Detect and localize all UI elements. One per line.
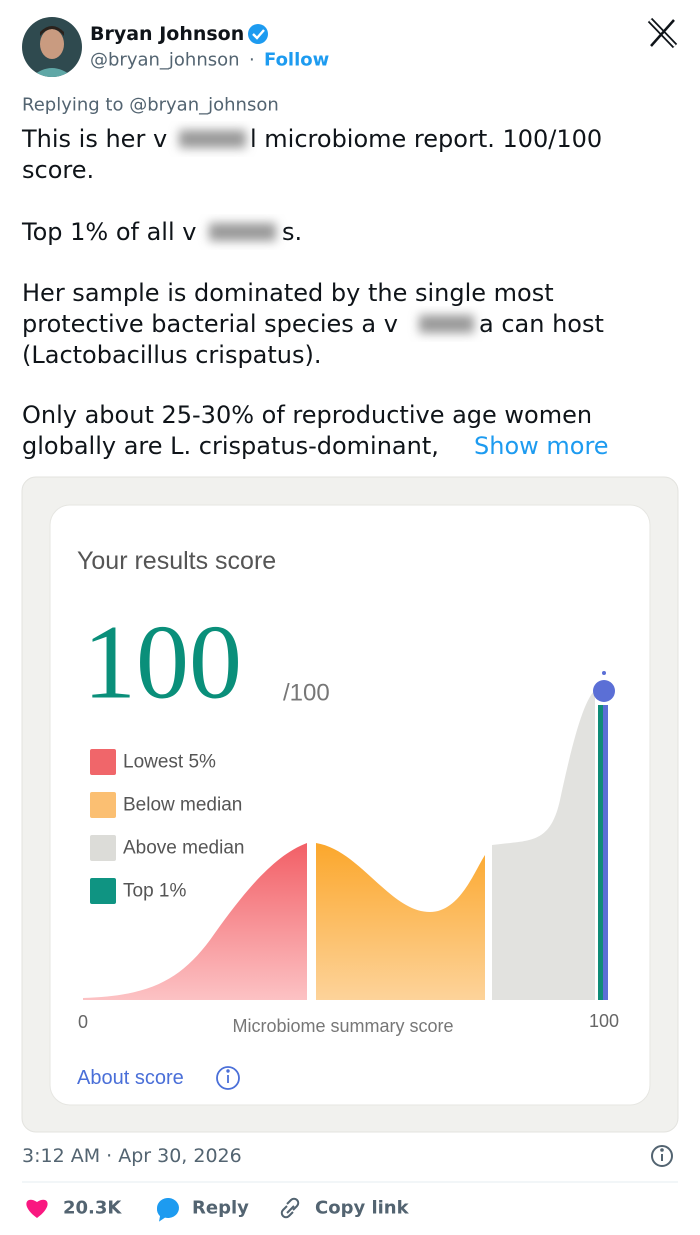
body-text: l microbiome report. 100/100 <box>250 125 602 153</box>
legend-swatch <box>90 749 116 775</box>
score-line <box>603 705 608 1000</box>
show-more[interactable]: Show more <box>474 432 609 460</box>
like-count[interactable]: 20.3K <box>63 1198 122 1219</box>
reply-to[interactable]: Replying to @bryan_johnson <box>22 95 279 116</box>
marker-dot <box>602 671 606 675</box>
area-below-median <box>316 843 485 1000</box>
body-text: Only about 25-30% of reproductive age wo… <box>22 401 592 429</box>
body-text: Her sample is dominated by the single mo… <box>22 279 554 307</box>
score-marker <box>593 680 615 702</box>
x-logo[interactable] <box>647 17 678 49</box>
body-text: globally are L. crispatus-dominant, <box>22 432 439 460</box>
legend-swatch <box>90 878 116 904</box>
area-above-median <box>492 690 595 1000</box>
legend-swatch <box>90 835 116 861</box>
legend-label: Top 1% <box>123 881 186 902</box>
follow-button[interactable]: Follow <box>264 50 329 71</box>
score: 100 <box>83 604 242 721</box>
author-handle[interactable]: @bryan_johnson <box>90 50 240 71</box>
legend-label: Below median <box>123 795 242 816</box>
verified-badge <box>248 24 268 44</box>
redacted-blur <box>179 130 246 148</box>
tweet-body: This is her v l microbiome report. 100/10… <box>21 125 609 460</box>
body-text: protective bacterial species a v <box>22 310 398 338</box>
axis-label: Microbiome summary score <box>232 1016 453 1036</box>
like-icon[interactable] <box>26 1199 48 1218</box>
about-score: About score <box>77 1067 184 1089</box>
link-icon[interactable] <box>280 1197 300 1219</box>
distribution <box>83 671 615 1000</box>
body-text: a can host <box>479 310 604 338</box>
legend-label: Lowest 5% <box>123 752 216 773</box>
legend-swatch <box>90 792 116 818</box>
reply-button[interactable]: Reply <box>192 1198 249 1219</box>
legend: Lowest 5% Below median Above median Top 1% <box>90 749 244 904</box>
redacted-blur <box>419 315 474 333</box>
info-button[interactable] <box>651 1145 673 1167</box>
legend-label: Above median <box>123 838 244 859</box>
body-text: This is her v <box>21 125 167 153</box>
avatar[interactable] <box>22 17 82 80</box>
reply-icon[interactable] <box>156 1197 179 1222</box>
axis-min: 0 <box>78 1012 88 1032</box>
axis-max: 100 <box>589 1011 619 1031</box>
area-lowest <box>83 843 307 1000</box>
body-text: s. <box>282 218 302 246</box>
score-out-of: /100 <box>283 680 330 707</box>
timestamp[interactable]: 3:12 AM · Apr 30, 2026 <box>22 1145 242 1167</box>
card-title: Your results score <box>77 547 276 575</box>
copy-link[interactable]: Copy link <box>315 1198 410 1219</box>
area-top <box>598 705 603 1000</box>
body-text: (Lactobacillus crispatus). <box>22 341 322 369</box>
redacted-blur <box>209 223 276 241</box>
author-name[interactable]: Bryan Johnson <box>90 23 244 45</box>
separator: · <box>249 50 255 71</box>
body-text: Top 1% of all v <box>21 218 196 246</box>
info-icon <box>216 1066 240 1090</box>
body-text: score. <box>22 156 94 184</box>
